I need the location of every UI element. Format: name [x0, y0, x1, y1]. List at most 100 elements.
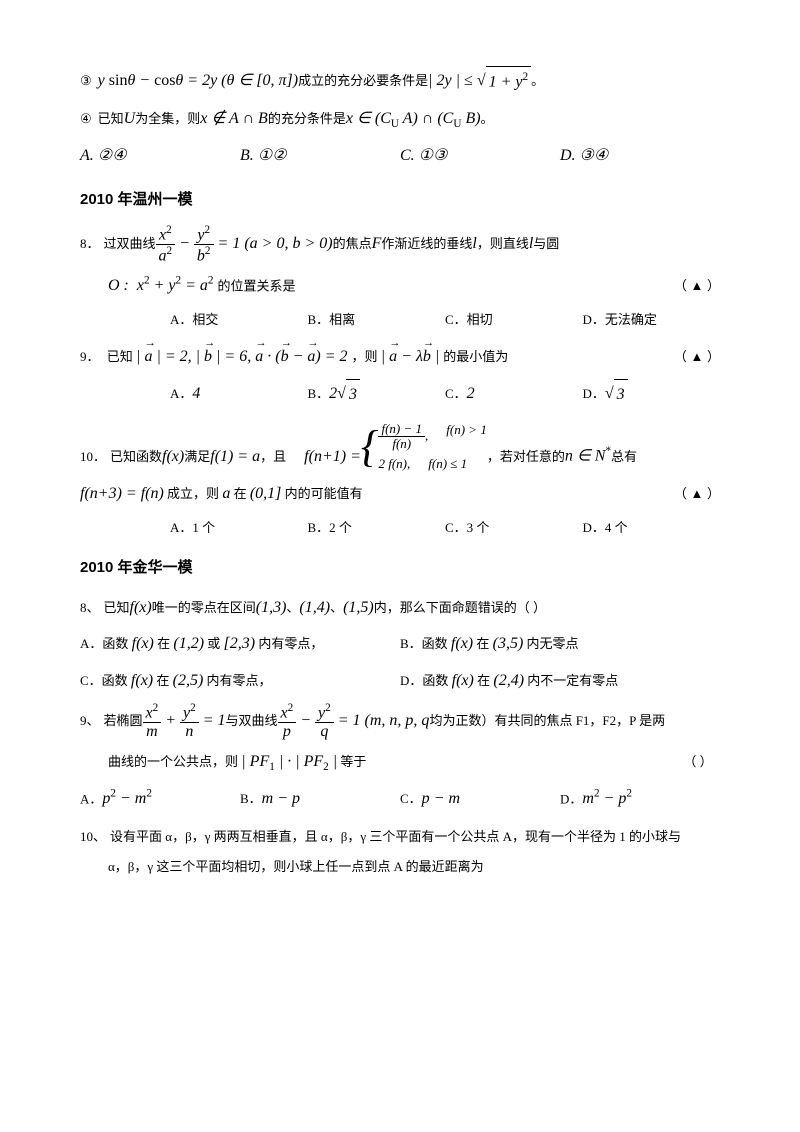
- wz-q8-mid3: ，则直线: [477, 232, 529, 257]
- jh-q9-l2: 曲线的一个公共点，则 | PF1 | · | PF2 | 等于 （ ）: [80, 747, 720, 778]
- text-4-pre: 已知: [98, 107, 124, 132]
- wz-q10-options: A．1 个 B．2 个 C．3 个 D．4 个: [80, 516, 720, 541]
- wz-q10-C: C．3 个: [445, 516, 583, 541]
- wz-q10-A: A．1 个: [170, 516, 308, 541]
- label-circle-4: ④: [80, 107, 92, 132]
- jh-q9-pre: 若椭圆: [104, 709, 143, 734]
- wz-q8-mid1: 的焦点: [333, 232, 372, 257]
- jh-q10-l2: α，β，γ 这三个平面均相切，则小球上任一点到点 A 的最近距离为: [80, 855, 720, 880]
- wz-q8-num: 8．: [80, 232, 100, 257]
- jh-q9-mid1: 与双曲线: [226, 709, 278, 734]
- options-top: A. ②④ B. ①② C. ①③ D. ③④: [80, 141, 720, 171]
- wz-q10-mid6: 在: [234, 486, 247, 501]
- wz-q10-mid2: ，且: [260, 445, 286, 470]
- jh-q9-D: D．m2 − p2: [560, 784, 720, 815]
- wz-q10-int: (0,1]: [250, 485, 282, 502]
- wz-q10-pre: 已知函数: [110, 445, 162, 470]
- jh-q8-mid1: 唯一的零点在区间: [152, 596, 256, 621]
- jh-q8-C1: C．函数: [80, 673, 128, 688]
- jh-q8-A2: 在: [157, 636, 170, 651]
- wz-q9-C: C．2: [445, 379, 583, 410]
- jh-q8-fx: f(x): [130, 593, 152, 623]
- jh-q8-i3: (1,5): [343, 593, 374, 623]
- jh-q8-B2: 在: [476, 636, 489, 651]
- formula-set2: x ∈ (CU A) ∩ (CU B): [346, 104, 481, 135]
- opt-D: D. ③④: [560, 141, 720, 171]
- jh-q8-i1: (1,3): [256, 593, 287, 623]
- wz-q9-mid: ，则: [351, 349, 377, 364]
- wz-q10-fx: f(x): [162, 442, 184, 472]
- wz-q9-B: B．2√3: [308, 379, 446, 410]
- jh-q8-A-i2: [2,3): [224, 635, 256, 652]
- text-3-suf: 。: [531, 69, 544, 94]
- jh-q8-A3: 或: [207, 636, 220, 651]
- wz-q10-l1: 10． 已知函数 f(x) 满足 f(1) = a ，且 f(n+1) = { …: [80, 420, 720, 473]
- wz-q9: 9． 已知 | a | = 2, | b | = 6, a · (b − a) …: [80, 342, 720, 372]
- jh-q8-C-i: (2,5): [173, 672, 204, 689]
- wz-q8-F: F: [372, 229, 382, 259]
- wz-q9-pre: 已知: [107, 349, 133, 364]
- jh-q10-num: 10、: [80, 825, 106, 850]
- jh-q9-num: 9、: [80, 709, 100, 734]
- jh-q8-B3: 内无零点: [527, 636, 579, 651]
- wz-q9-mid2: 的最小值为: [443, 349, 508, 364]
- wz-q9-A: A．4: [170, 379, 308, 410]
- label-circle-3: ③: [80, 69, 92, 94]
- heading-wenzhou: 2010 年温州一模: [80, 186, 720, 215]
- wz-q10-D: D．4 个: [583, 516, 721, 541]
- wz-q9-D: D．√3: [583, 379, 721, 410]
- jh-q8-sep2: 、: [330, 596, 343, 621]
- wz-q10-num: 10．: [80, 445, 106, 470]
- jh-q8-B-i: (3,5): [493, 635, 524, 652]
- jh-q10-l1: 10、 设有平面 α，β，γ 两两互相垂直，且 α，β，γ 三个平面有一个公共点…: [80, 825, 720, 850]
- wz-q8-D: D．无法确定: [583, 308, 721, 333]
- jh-q9-mid3: 等于: [340, 754, 366, 769]
- wz-q8-C: C．相切: [445, 308, 583, 333]
- wz-q10-eq2: f(n+3) = f(n): [80, 485, 164, 502]
- wz-q10-cases: { f(n) − 1f(n), f(n) > 1 2 f(n), f(n) ≤ …: [361, 420, 487, 473]
- formula-3b: | 2y | ≤ √1 + y2: [428, 66, 531, 98]
- wz-q10-n: n ∈ N*: [565, 441, 611, 472]
- wz-q9-mark: （ ▲ ）: [674, 345, 720, 370]
- jh-q8-A4: 内有零点，: [258, 636, 323, 651]
- jh-q8-B1: B．函数: [400, 636, 448, 651]
- jh-q9-mark: （ ）: [676, 750, 720, 775]
- heading-jinhua: 2010 年金华一模: [80, 554, 720, 583]
- jh-q8-C-fx: f(x): [131, 672, 153, 689]
- opt-A: A. ②④: [80, 141, 240, 171]
- wz-q8-l1: 8． 过双曲线 x2a2 − y2b2 = 1 (a > 0, b > 0) 的…: [80, 224, 720, 265]
- formula-U: U: [124, 104, 136, 134]
- jh-q8-pre: 已知: [104, 596, 130, 621]
- wz-q10-a: a: [222, 485, 230, 502]
- opt-C: C. ①③: [400, 141, 560, 171]
- wz-q8-mid5: 的位置关系是: [217, 278, 295, 293]
- wz-q10-mid7: 内的可能值有: [285, 486, 363, 501]
- wz-q8-pre: 过双曲线: [104, 232, 156, 257]
- wz-q8-B: B．相离: [308, 308, 446, 333]
- jh-q9-line2: 曲线的一个公共点，则: [108, 754, 238, 769]
- jh-q8-D2: 在: [477, 673, 490, 688]
- jh-q8-C3: 内有零点，: [207, 673, 272, 688]
- item-4: ④ 已知 U 为全集，则 x ∉ A ∩ B 的充分条件是 x ∈ (CU A)…: [80, 104, 720, 135]
- text-4-mid2: 的充分条件是: [268, 107, 346, 132]
- jh-q10-text2: α，β，γ 这三个平面均相切，则小球上任一点到点 A 的最近距离为: [108, 855, 484, 880]
- jh-q8-row2: C．函数 f(x) 在 (2,5) 内有零点， D．函数 f(x) 在 (2,4…: [80, 666, 720, 696]
- jh-q8-C2: 在: [156, 673, 169, 688]
- formula-set1: x ∉ A ∩ B: [200, 104, 268, 134]
- jh-q8-A-i1: (1,2): [173, 635, 204, 652]
- wz-q10-eq1: f(1) = a: [210, 442, 260, 472]
- jh-q9-options: A．p2 − m2 B．m − p C．p − m D．m2 − p2: [80, 784, 720, 815]
- wz-q8-mark: （ ▲ ）: [674, 274, 720, 299]
- jh-q9-ell: x2m + y2n = 1: [143, 702, 226, 741]
- item-3: ③ y sinθ − cosθ = 2y (θ ∈ [0, π]) 成立的充分必…: [80, 66, 720, 98]
- jh-q9-l1: 9、 若椭圆 x2m + y2n = 1 与双曲线 x2p − y2q = 1 …: [80, 702, 720, 741]
- wz-q9-f2: | a − λb |: [381, 348, 444, 365]
- jh-q8-num: 8、: [80, 596, 100, 621]
- jh-q9-pf: | PF1 | · | PF2 |: [241, 753, 337, 770]
- wz-q8-l2: O : x2 + y2 = a2 的位置关系是 （ ▲ ）: [80, 271, 720, 302]
- wz-q9-f: | a | = 2, | b | = 6, a · (b − a) = 2: [136, 348, 351, 365]
- wz-q10-mid1: 满足: [184, 445, 210, 470]
- jh-q8-mid2: 内，那么下面命题错误的（ ）: [374, 596, 546, 621]
- jh-q8-B-fx: f(x): [451, 635, 473, 652]
- jh-q8-A-fx: f(x): [132, 635, 154, 652]
